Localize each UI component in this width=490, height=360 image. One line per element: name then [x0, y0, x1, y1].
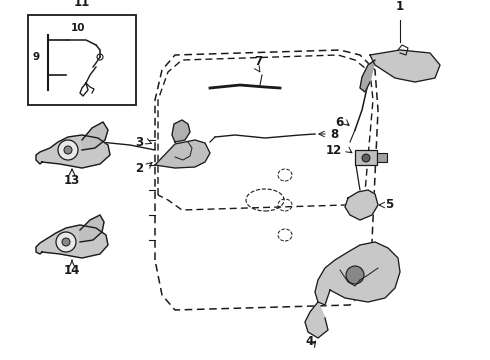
- Circle shape: [62, 238, 70, 246]
- Polygon shape: [315, 242, 400, 305]
- Bar: [355, 150, 377, 165]
- Text: 3: 3: [135, 135, 143, 148]
- Polygon shape: [80, 215, 104, 242]
- Circle shape: [346, 266, 364, 284]
- Polygon shape: [360, 60, 375, 92]
- Text: 14: 14: [64, 264, 80, 277]
- Polygon shape: [345, 190, 378, 220]
- Text: 2: 2: [135, 162, 143, 175]
- Polygon shape: [82, 122, 108, 150]
- Circle shape: [56, 232, 76, 252]
- Text: 4: 4: [306, 335, 314, 348]
- Circle shape: [362, 154, 370, 162]
- Polygon shape: [36, 225, 108, 258]
- Text: 7: 7: [254, 55, 262, 68]
- Text: 8: 8: [330, 127, 338, 140]
- Text: 12: 12: [326, 144, 342, 157]
- Bar: [28, 15, 136, 105]
- Polygon shape: [155, 140, 210, 168]
- Text: 6: 6: [335, 116, 343, 129]
- Text: 11: 11: [74, 0, 90, 9]
- Text: 10: 10: [71, 23, 85, 33]
- Text: 5: 5: [385, 198, 393, 211]
- Polygon shape: [370, 50, 440, 82]
- Polygon shape: [172, 120, 190, 142]
- Circle shape: [58, 140, 78, 160]
- Circle shape: [64, 146, 72, 154]
- Text: 13: 13: [64, 174, 80, 187]
- Text: 1: 1: [396, 0, 404, 13]
- Polygon shape: [36, 135, 110, 168]
- Bar: [377, 153, 387, 162]
- Text: 9: 9: [32, 52, 40, 62]
- Polygon shape: [305, 302, 328, 338]
